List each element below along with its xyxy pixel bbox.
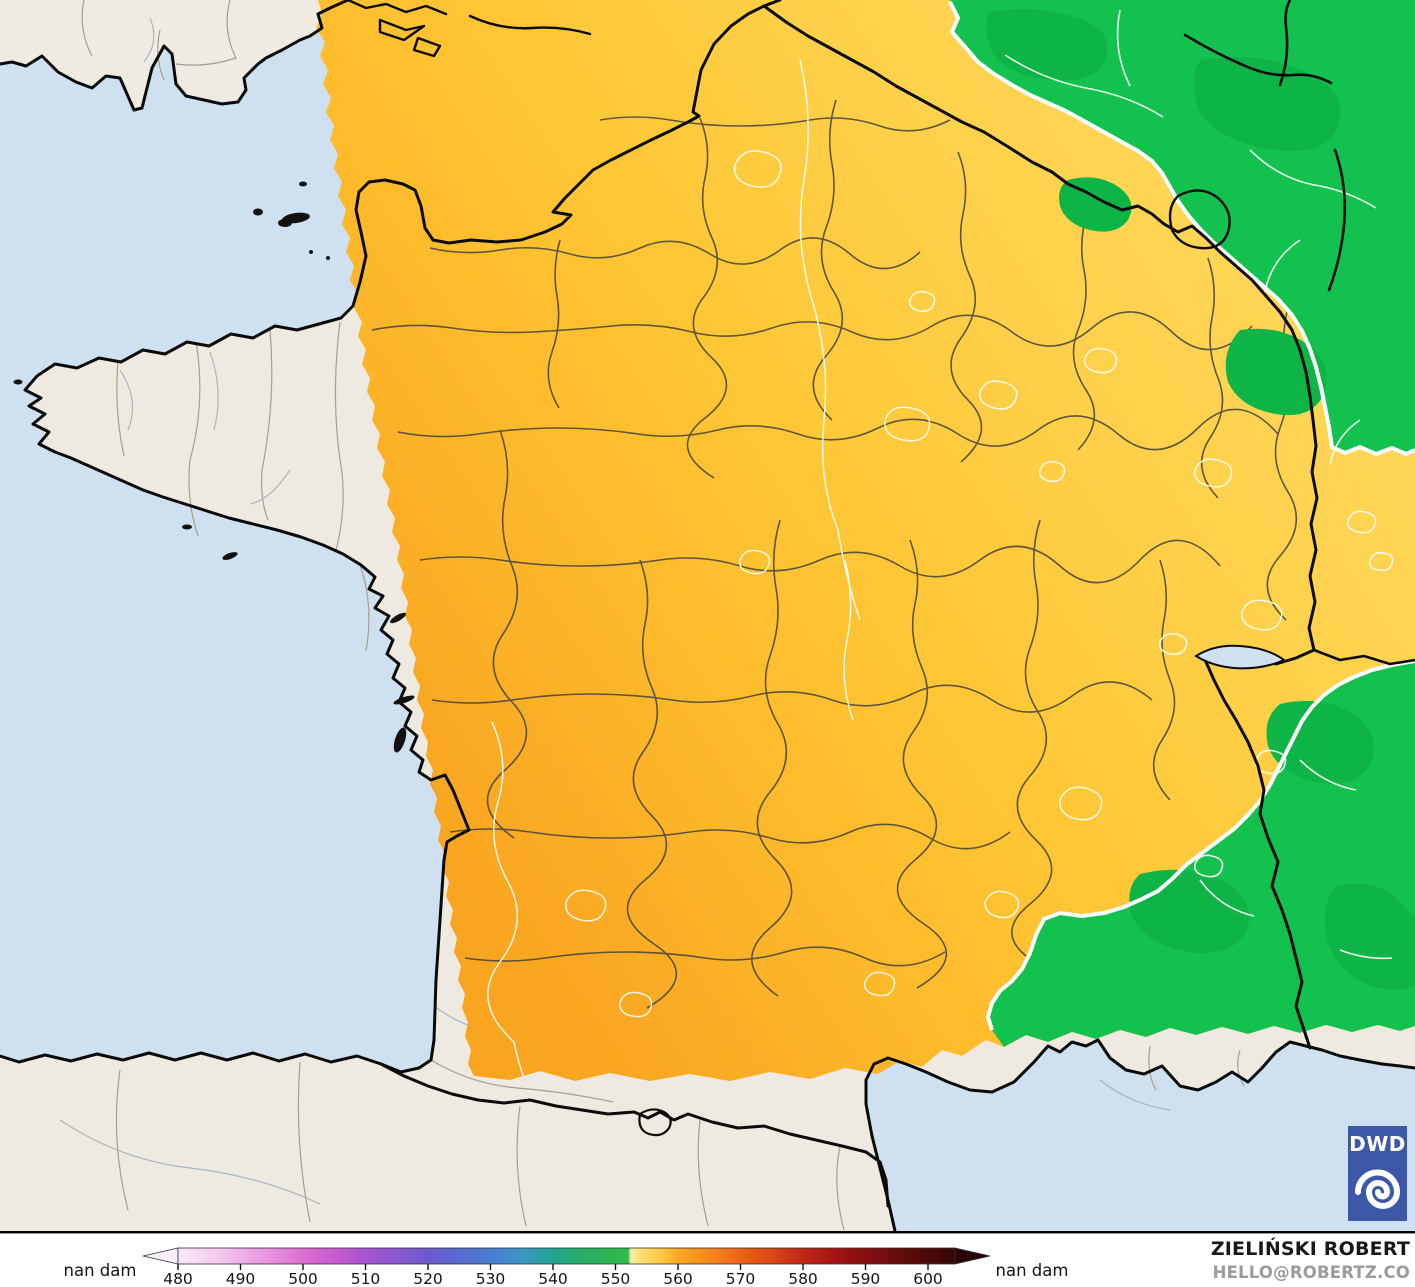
svg-text:520: 520: [413, 1270, 443, 1287]
legend-unit-left: nan dam: [64, 1261, 137, 1280]
border-france-belgium-germany-italy: [762, 4, 1319, 1050]
coast-spain-north: [0, 1051, 383, 1066]
island-guernsey: [253, 208, 263, 216]
province-borders-white: [1004, 9, 1393, 960]
country-borders: [379, 0, 1415, 1208]
svg-text:530: 530: [476, 1270, 506, 1287]
svg-text:560: 560: [663, 1270, 693, 1287]
attribution-contact: HELLO@ROBERTZ.CO: [1213, 1263, 1410, 1282]
dwd-spiral-icon: [1355, 1169, 1401, 1209]
colorbar-arrow-left: [142, 1247, 179, 1265]
island-belle-ile: [222, 552, 238, 560]
land-england: [0, 0, 348, 110]
border-benelux-germany: [1183, 0, 1347, 292]
svg-text:580: 580: [788, 1270, 818, 1287]
svg-text:500: 500: [288, 1270, 318, 1287]
border-luxembourg: [1168, 189, 1231, 250]
svg-text:590: 590: [851, 1270, 881, 1287]
svg-text:490: 490: [226, 1270, 256, 1287]
map-frame-line: [0, 1231, 1415, 1234]
dwd-logo-text: DWD: [1349, 1132, 1406, 1156]
weather-map: DWD: [0, 0, 1415, 1231]
border-france-spain: [379, 1062, 890, 1208]
colorbar-ticks: [177, 1264, 929, 1270]
coast-england: [0, 0, 350, 112]
data-field: [316, 0, 1415, 1081]
colorbar-tick-labels: 480 490 500 510 520 530 540 550 560 570 …: [163, 1270, 943, 1287]
colorbar: [142, 1247, 991, 1265]
legend-bar: nan dam nan dam 480 490 500 510: [0, 1231, 1415, 1287]
department-borders: [371, 99, 1298, 1009]
legend-unit-right: nan dam: [996, 1261, 1069, 1280]
island-noirmoutier: [390, 612, 406, 624]
border-switzerland-north: [1312, 648, 1415, 666]
coast-france-med: [886, 1038, 1415, 1094]
iso-boundary-white: [948, 1, 1415, 1031]
island-jersey: [278, 219, 292, 227]
coast-france: [23, 0, 782, 1074]
svg-text:570: 570: [726, 1270, 756, 1287]
border-andorra: [638, 1108, 672, 1137]
contour-lines-white: [487, 59, 1394, 1081]
colorbar-arrow-right: [954, 1247, 991, 1265]
island-ouessant: [13, 379, 23, 385]
island-groix: [182, 524, 192, 530]
svg-text:540: 540: [538, 1270, 568, 1287]
island-oleron: [393, 727, 407, 753]
island-alderney: [299, 181, 307, 187]
admin-borders-gray: [81, 0, 1245, 1231]
islands: [13, 181, 415, 753]
svg-text:510: 510: [351, 1270, 381, 1287]
lake-geneva: [1194, 644, 1286, 670]
svg-text:600: 600: [913, 1270, 943, 1287]
island-re: [393, 695, 415, 705]
coast-kent-thames: [346, 0, 592, 58]
svg-text:550: 550: [601, 1270, 631, 1287]
dwd-logo: DWD: [1348, 1126, 1407, 1221]
svg-text:480: 480: [163, 1270, 193, 1287]
attribution-author: ZIELIŃSKI ROBERT: [1211, 1237, 1410, 1260]
colorbar-gradient: [177, 1247, 956, 1265]
coastlines: [0, 0, 1415, 1231]
